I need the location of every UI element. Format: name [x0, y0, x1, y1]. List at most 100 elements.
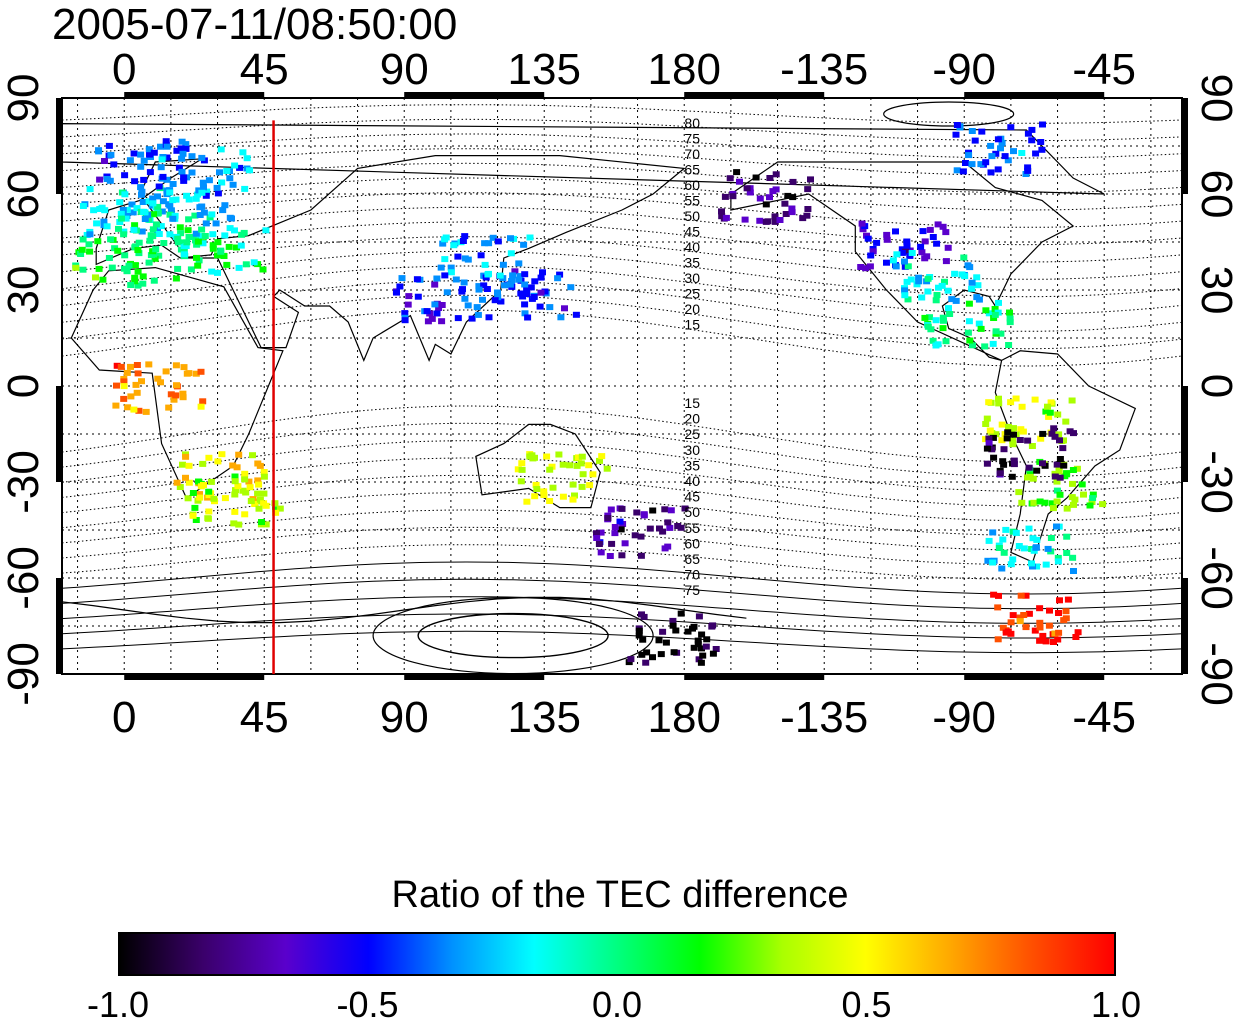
- contour-line: [61, 294, 1183, 350]
- tec-cell: [177, 145, 185, 152]
- bottom-longitude-tick: 90: [380, 693, 429, 742]
- tec-cell: [200, 184, 207, 191]
- tec-cell: [640, 512, 648, 519]
- tec-cell: [643, 649, 651, 656]
- tec-cell: [857, 264, 865, 270]
- tec-cell: [992, 328, 1000, 335]
- tec-cell: [1036, 624, 1044, 631]
- tec-cell: [527, 284, 535, 291]
- tec-cell: [978, 128, 986, 135]
- tec-cell: [180, 177, 188, 184]
- contour-label: 45: [684, 489, 700, 505]
- tec-cell: [998, 437, 1006, 444]
- tec-cell: [235, 264, 243, 271]
- tec-cell: [260, 490, 268, 497]
- tec-cell: [217, 146, 225, 153]
- tec-cell: [154, 210, 162, 217]
- tec-cell: [992, 150, 1000, 157]
- tec-cell: [236, 164, 244, 171]
- tec-cell: [974, 282, 982, 289]
- tec-cell: [1020, 612, 1028, 618]
- tec-cell: [157, 143, 164, 150]
- contour-label: 50: [684, 208, 700, 224]
- tec-cell: [988, 446, 996, 453]
- tec-cell: [997, 330, 1005, 337]
- tec-cell: [1009, 437, 1017, 444]
- tec-cell: [1064, 596, 1072, 603]
- tec-cell: [199, 460, 207, 467]
- tec-cell: [1037, 435, 1045, 442]
- tec-cell: [479, 296, 486, 303]
- tec-cell: [1000, 446, 1008, 453]
- tec-cell: [131, 278, 139, 285]
- tec-cell: [1072, 634, 1080, 640]
- tec-cell: [187, 266, 195, 273]
- tec-cell: [1024, 164, 1032, 171]
- tec-cell: [393, 289, 400, 296]
- contour-line: [61, 162, 1183, 194]
- right-latitude-tick: -30: [1192, 450, 1240, 514]
- coastline: [994, 350, 1137, 563]
- tec-cell: [1001, 153, 1009, 160]
- tec-cell: [1066, 428, 1074, 435]
- tec-cell: [235, 521, 243, 528]
- tec-cell: [531, 493, 539, 500]
- contour-labels: 8075706560555045403530252015152025303540…: [684, 115, 700, 598]
- tec-cell: [569, 496, 577, 503]
- tec-cell: [435, 305, 443, 311]
- tec-cell: [1039, 460, 1046, 467]
- tec-cell: [1053, 461, 1061, 468]
- tec-cell: [953, 122, 961, 128]
- tec-cell: [746, 189, 754, 196]
- tec-cell: [661, 506, 669, 513]
- tec-cell: [233, 464, 241, 471]
- tec-cell: [110, 161, 118, 168]
- tec-cell: [977, 161, 985, 168]
- tec-cell: [221, 495, 229, 502]
- tec-cell: [804, 186, 812, 193]
- tec-cell: [607, 506, 615, 513]
- tec-cell: [596, 457, 603, 464]
- tec-cell: [127, 393, 135, 400]
- tec-cell: [117, 210, 125, 217]
- tec-cell: [454, 315, 462, 322]
- tec-cell: [260, 473, 268, 480]
- tec-cell: [982, 307, 990, 314]
- contour-label: 20: [684, 301, 700, 317]
- tec-cell: [481, 240, 489, 247]
- tec-cell: [1041, 499, 1049, 506]
- tec-cell: [130, 150, 138, 157]
- tec-cell: [1029, 563, 1036, 570]
- tec-cell: [185, 196, 193, 203]
- coastline-antarctica: [61, 596, 747, 624]
- tec-cell: [1053, 523, 1060, 530]
- tec-cell: [694, 637, 702, 644]
- tec-cell: [163, 143, 171, 150]
- tec-cell: [519, 293, 527, 300]
- tec-cell: [781, 200, 789, 207]
- tec-cell: [549, 484, 557, 491]
- tec-cell: [231, 473, 239, 480]
- tec-cell: [145, 259, 153, 266]
- tec-cell: [197, 403, 205, 410]
- colorbar-tick-label: 0.5: [841, 984, 892, 1025]
- left-latitude-tick: 60: [0, 170, 48, 219]
- tec-cell: [945, 305, 952, 312]
- tec-cell: [889, 257, 897, 264]
- tec-cell: [447, 269, 455, 276]
- tec-cell: [218, 179, 226, 186]
- tec-cell: [1016, 614, 1024, 621]
- tec-cell: [194, 191, 202, 198]
- contour-line: [61, 206, 1183, 246]
- tec-cell: [559, 461, 567, 468]
- tec-cell: [154, 203, 162, 210]
- tec-cell: [933, 292, 941, 298]
- tec-cell: [995, 400, 1003, 407]
- tec-cell: [1055, 431, 1063, 438]
- tec-cell: [1016, 437, 1024, 443]
- tec-cell: [988, 153, 996, 160]
- tec-cell: [163, 154, 171, 161]
- tec-cell: [523, 291, 531, 297]
- tec-cell: [918, 294, 926, 301]
- tec-cell: [169, 181, 177, 187]
